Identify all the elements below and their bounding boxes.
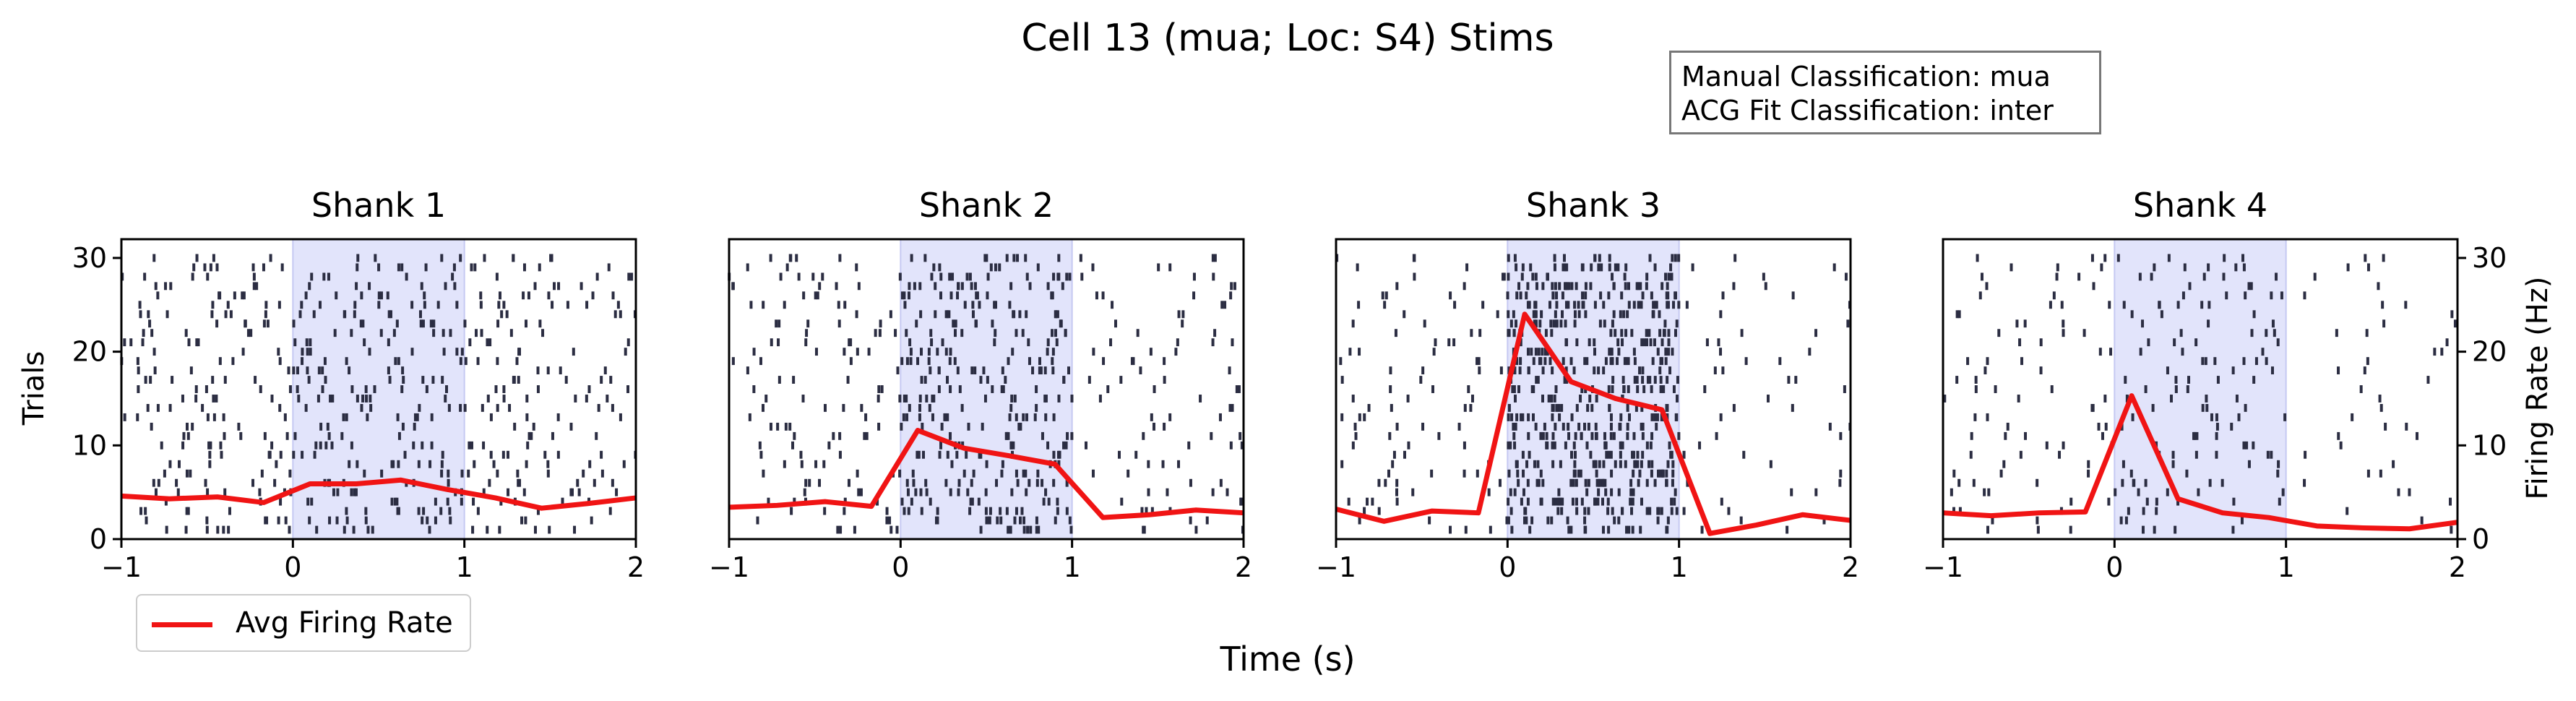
avg-firing-rate-line (121, 477, 637, 511)
x-tick-label: 1 (2278, 551, 2295, 583)
legend-label: Avg Firing Rate (236, 606, 453, 640)
axes-frame (1942, 238, 2459, 541)
y-right-tick-label: 20 (2472, 336, 2507, 368)
x-tick-label: 1 (1064, 551, 1081, 583)
spike-raster (728, 254, 1244, 534)
y-right-tick-label: 0 (2472, 523, 2489, 555)
manual-classification-text: Manual Classification: mua (1681, 61, 2051, 93)
x-tick-label: 1 (1671, 551, 1688, 583)
x-tick-label: 1 (456, 551, 473, 583)
y-right-tick-label: 10 (2472, 429, 2507, 461)
x-tick-label: −1 (101, 551, 142, 583)
y-tick-label: 30 (72, 242, 107, 274)
subplot-title: Shank 4 (2133, 186, 2267, 225)
acg-classification-text: ACG Fit Classification: inter (1681, 95, 2054, 126)
x-tick-label: 0 (1499, 551, 1516, 583)
x-tick-label: −1 (1923, 551, 1963, 583)
x-tick-label: 2 (1842, 551, 1859, 583)
y-right-tick-label: 30 (2472, 242, 2507, 274)
subplot-2: Shank 2 −1 0 1 2 (709, 186, 1252, 583)
x-tick-label: −1 (1316, 551, 1356, 583)
y-tick-label: 0 (90, 523, 107, 555)
legend-line-swatch (152, 622, 212, 627)
x-tick-label: 2 (627, 551, 645, 583)
figure-title: Cell 13 (mua; Loc: S4) Stims (1021, 17, 1554, 60)
x-tick-label: 2 (1235, 551, 1252, 583)
y-axis-label-right: Firing Rate (Hz) (2521, 277, 2554, 500)
x-tick-label: 0 (892, 551, 909, 583)
spike-raster (120, 254, 637, 534)
x-tick-label: 0 (284, 551, 301, 583)
avg-firing-rate-line (1942, 393, 2458, 532)
y-tick-label: 10 (72, 429, 107, 461)
axes-frame (1335, 238, 1852, 541)
legend: Avg Firing Rate (136, 594, 471, 652)
subplot-title: Shank 3 (1526, 186, 1660, 225)
avg-firing-rate-line (1335, 311, 1851, 536)
stim-window-shading (2114, 238, 2287, 540)
axes-frame (120, 238, 637, 541)
subplot-title: Shank 1 (311, 186, 446, 225)
subplot-title: Shank 2 (919, 186, 1054, 225)
x-tick-label: 0 (2106, 551, 2123, 583)
subplot-3: Shank 3 −1 0 1 2 (1316, 186, 1859, 583)
y-axis-label-left: Trials (17, 351, 51, 426)
avg-firing-rate-line (728, 428, 1244, 520)
y-tick-label: 20 (72, 336, 107, 368)
stim-window-shading (292, 238, 465, 540)
axes-frame (728, 238, 1245, 541)
classification-annotation: Manual Classification: mua ACG Fit Class… (1669, 51, 2101, 134)
x-tick-label: −1 (709, 551, 749, 583)
x-tick-label: 2 (2449, 551, 2466, 583)
spike-raster (1943, 254, 2457, 534)
x-axis-label: Time (s) (1219, 640, 1355, 679)
